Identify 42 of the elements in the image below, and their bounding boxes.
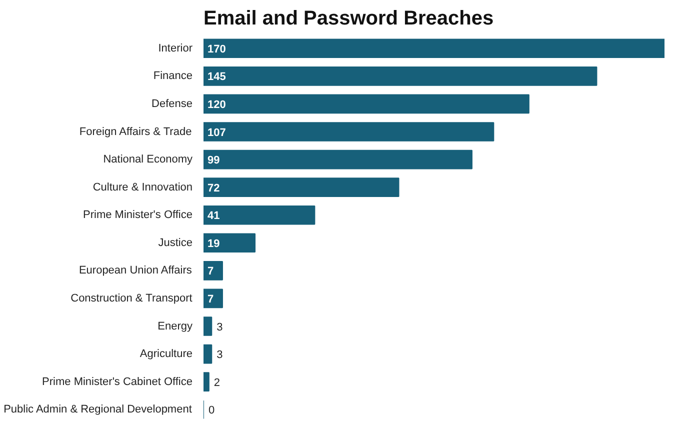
y-tick-label: Defense xyxy=(152,98,193,110)
y-tick-label: Prime Minister's Office xyxy=(83,209,193,222)
y-tick-label: Justice xyxy=(158,236,193,249)
bar xyxy=(204,316,212,336)
y-tick-label: Energy xyxy=(158,320,193,332)
data-label: 0 xyxy=(208,404,215,417)
y-tick-label: European Union Affairs xyxy=(78,264,192,277)
bar xyxy=(204,372,210,392)
bar xyxy=(204,205,316,225)
y-tick-label: Construction & Transport xyxy=(70,292,192,304)
bar xyxy=(204,38,664,58)
bar xyxy=(204,233,256,253)
y-tick-label: Prime Minister's Cabinet Office xyxy=(42,376,193,388)
bar xyxy=(204,66,598,86)
bar xyxy=(204,94,530,114)
data-label: 41 xyxy=(208,210,220,222)
data-label: 107 xyxy=(208,126,226,139)
data-label: 120 xyxy=(208,98,226,111)
y-tick-label: Interior xyxy=(158,42,193,54)
y-tick-label: National Economy xyxy=(103,154,193,166)
bar xyxy=(204,261,223,280)
bar xyxy=(204,178,400,197)
y-tick-label: Finance xyxy=(153,70,193,82)
data-label: 3 xyxy=(216,321,223,334)
bar xyxy=(204,344,212,364)
y-tick-label: Foreign Affairs & Trade xyxy=(79,126,192,138)
y-tick-label: Culture & Innovation xyxy=(92,181,192,194)
data-label: 99 xyxy=(208,154,220,167)
chart-title: Email and Password Breaches xyxy=(204,8,494,30)
data-label: 72 xyxy=(208,182,220,194)
bar xyxy=(204,150,472,170)
y-tick-label: Agriculture xyxy=(140,348,192,360)
data-label: 145 xyxy=(208,71,226,84)
data-label: 3 xyxy=(216,349,223,362)
data-label: 2 xyxy=(214,376,220,389)
data-label: 7 xyxy=(208,266,214,278)
bar xyxy=(204,288,223,308)
data-label: 19 xyxy=(208,238,220,250)
data-label: 170 xyxy=(208,43,226,56)
bar xyxy=(204,122,494,142)
y-tick-label: Public Admin & Regional Development xyxy=(4,404,192,416)
data-label: 7 xyxy=(208,293,214,306)
